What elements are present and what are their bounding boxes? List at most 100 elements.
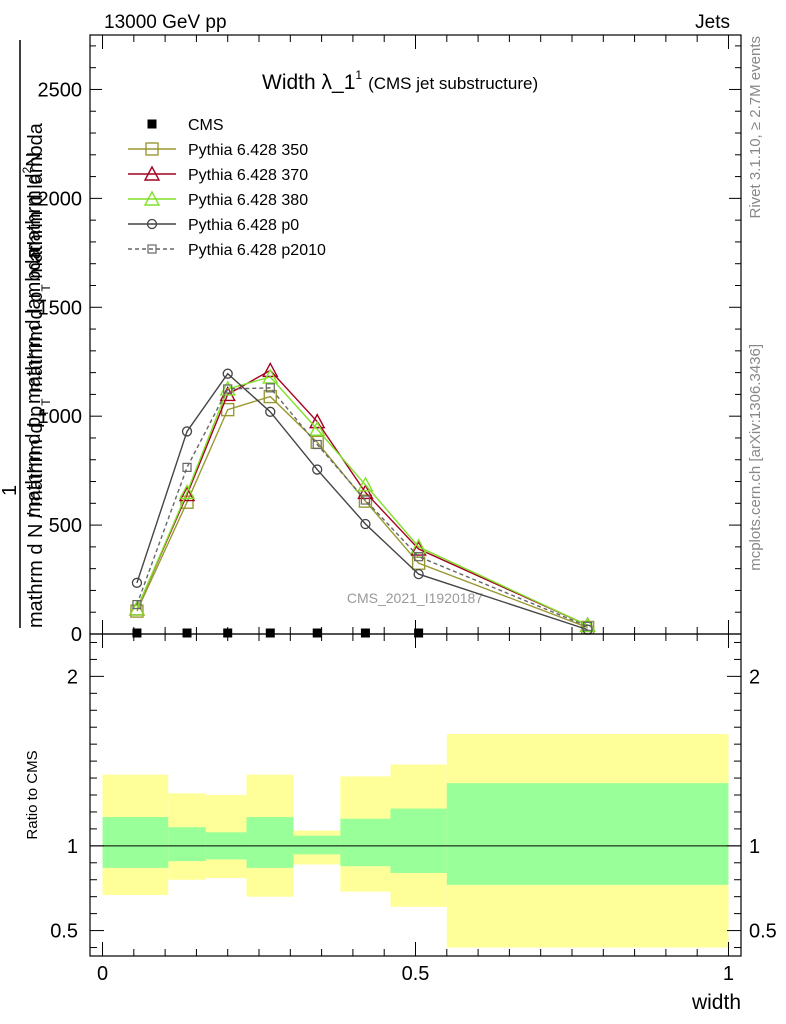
y-label-bottom-end: mathrm d p [25, 292, 47, 399]
ratio-band-inner [340, 818, 391, 867]
legend-item: CMS [147, 117, 224, 134]
series-point-legend [143, 165, 161, 181]
series-line [136, 372, 588, 631]
series-0 [132, 628, 424, 638]
series-point-legend [143, 190, 161, 206]
main-series-group [128, 361, 596, 638]
legend-label: CMS [188, 117, 224, 134]
ratio-band-inner [102, 817, 169, 868]
series-5 [132, 383, 593, 631]
series-point [360, 518, 371, 530]
main-y-tick-label: 500 [49, 515, 82, 537]
rivet-version-label: Rivet 3.1.10, ≥ 2.7M events [747, 36, 764, 219]
series-point [309, 413, 326, 429]
chart-title-sup: 1 [355, 68, 362, 82]
series-point [265, 406, 276, 417]
legend-label: Pythia 6.428 p2010 [188, 242, 326, 259]
series-point [357, 483, 374, 500]
series-point [413, 568, 424, 580]
process-label: Jets [695, 12, 730, 33]
chart-title: Width λ_11 (CMS jet substructure) [262, 68, 538, 94]
y-label-top-text: mathrm d [23, 174, 45, 258]
series-point-legend [147, 244, 157, 254]
series-line [136, 395, 588, 629]
y-label-top: mathrm d2N [20, 152, 45, 258]
cms-data-point [360, 628, 370, 638]
series-point [132, 599, 142, 610]
series-point [583, 621, 593, 631]
series-point [309, 420, 326, 436]
main-y-label: mathrm d2N mathrm d pT mathrm d lambda 1… [0, 40, 53, 628]
watermark: CMS_2021_I1920187 [347, 590, 483, 606]
legend-label: Pythia 6.428 370 [188, 167, 308, 184]
ratio-y-tick-label-right: 2 [749, 666, 760, 688]
ratio-x-tick-label: 0 [97, 963, 108, 985]
y-label-bottom: mathrm d N / mathrm d pT mathrm d pT mat… [25, 122, 53, 628]
series-point-legend [145, 142, 159, 156]
series-point [312, 464, 323, 475]
y-label-mid-text: mathrm d p [23, 417, 45, 518]
series-point [181, 426, 193, 437]
ratio-y-label: Ratio to CMS [24, 750, 41, 839]
y-label-mid: mathrm d pT mathrm d lambda [23, 247, 51, 518]
main-y-axis: 0 500 1000 1500 2000 2500 [38, 45, 741, 646]
series-point [263, 389, 277, 404]
legend-item: Pythia 6.428 370 [128, 165, 308, 184]
series-point [262, 368, 279, 384]
series-point [178, 483, 196, 500]
y-label-one: 1 [0, 485, 21, 496]
series-point-legend [146, 218, 158, 230]
series-point [222, 368, 233, 379]
main-y-tick-label: 1500 [38, 297, 83, 319]
ratio-band-inner [293, 835, 341, 855]
series-point [130, 604, 144, 618]
series-point [265, 383, 275, 393]
ratio-band-inner [168, 827, 206, 862]
ratio-bands [102, 733, 729, 948]
cms-data-point [223, 628, 233, 638]
legend-item: Pythia 6.428 350 [128, 142, 308, 159]
mcplots-label: mcplots.cern.ch [arXiv:1306.3436] [747, 344, 764, 571]
chart-subtitle: (CMS jet substructure) [368, 74, 538, 93]
ratio-y-tick-label-right: 1 [749, 836, 760, 858]
legend-label: Pythia 6.428 350 [188, 142, 308, 159]
main-y-tick-label: 1000 [38, 406, 83, 428]
cms-data-point [312, 628, 322, 638]
cms-data-point [414, 628, 424, 638]
ratio-band-inner [390, 808, 447, 873]
y-label-mid-end: mathrm d lambda [23, 247, 45, 409]
legend-label: Pythia 6.428 p0 [188, 217, 299, 234]
series-point [312, 439, 322, 450]
series-point [357, 476, 374, 492]
cms-data-point [265, 628, 275, 638]
y-label-mid-sub: T [37, 409, 51, 417]
ratio-y-tick-label-right: 0.5 [749, 921, 777, 943]
ratio-y-tick-label: 1 [67, 836, 78, 858]
ratio-band-inner [246, 817, 294, 868]
legend: CMS Pythia 6.428 350 Pythia 6.428 370 Pythi… [128, 117, 326, 259]
series-line [136, 376, 588, 626]
series-point [358, 494, 373, 508]
x-axis-label: width [691, 991, 741, 1014]
series-point [178, 486, 196, 502]
y-label-top-end: N [23, 152, 45, 166]
series-point [219, 385, 236, 402]
ratio-y-tick-label: 2 [67, 666, 78, 688]
ratio-x-tick-label: 0.5 [402, 963, 430, 985]
main-y-tick-label: 0 [71, 624, 82, 646]
energy-label: 13000 GeV pp [104, 12, 227, 33]
legend-item: Pythia 6.428 380 [128, 190, 308, 209]
series-point [131, 577, 143, 588]
ratio-x-tick-label: 1 [723, 963, 734, 985]
series-line [136, 369, 588, 626]
y-label-top-sup: 2 [20, 167, 34, 174]
main-panel: 0 500 1000 1500 2000 2500 CMS_2021_I1920187 W… [0, 34, 742, 646]
main-y-tick-label: 2500 [38, 79, 83, 101]
ratio-band-inner [446, 783, 729, 885]
series-point [414, 552, 424, 562]
series-point [182, 462, 192, 472]
legend-item: Pythia 6.428 p2010 [128, 242, 326, 259]
ratio-y-axis: 0.5 0.5 1 1 2 2 [50, 641, 777, 949]
series-point [223, 384, 233, 394]
